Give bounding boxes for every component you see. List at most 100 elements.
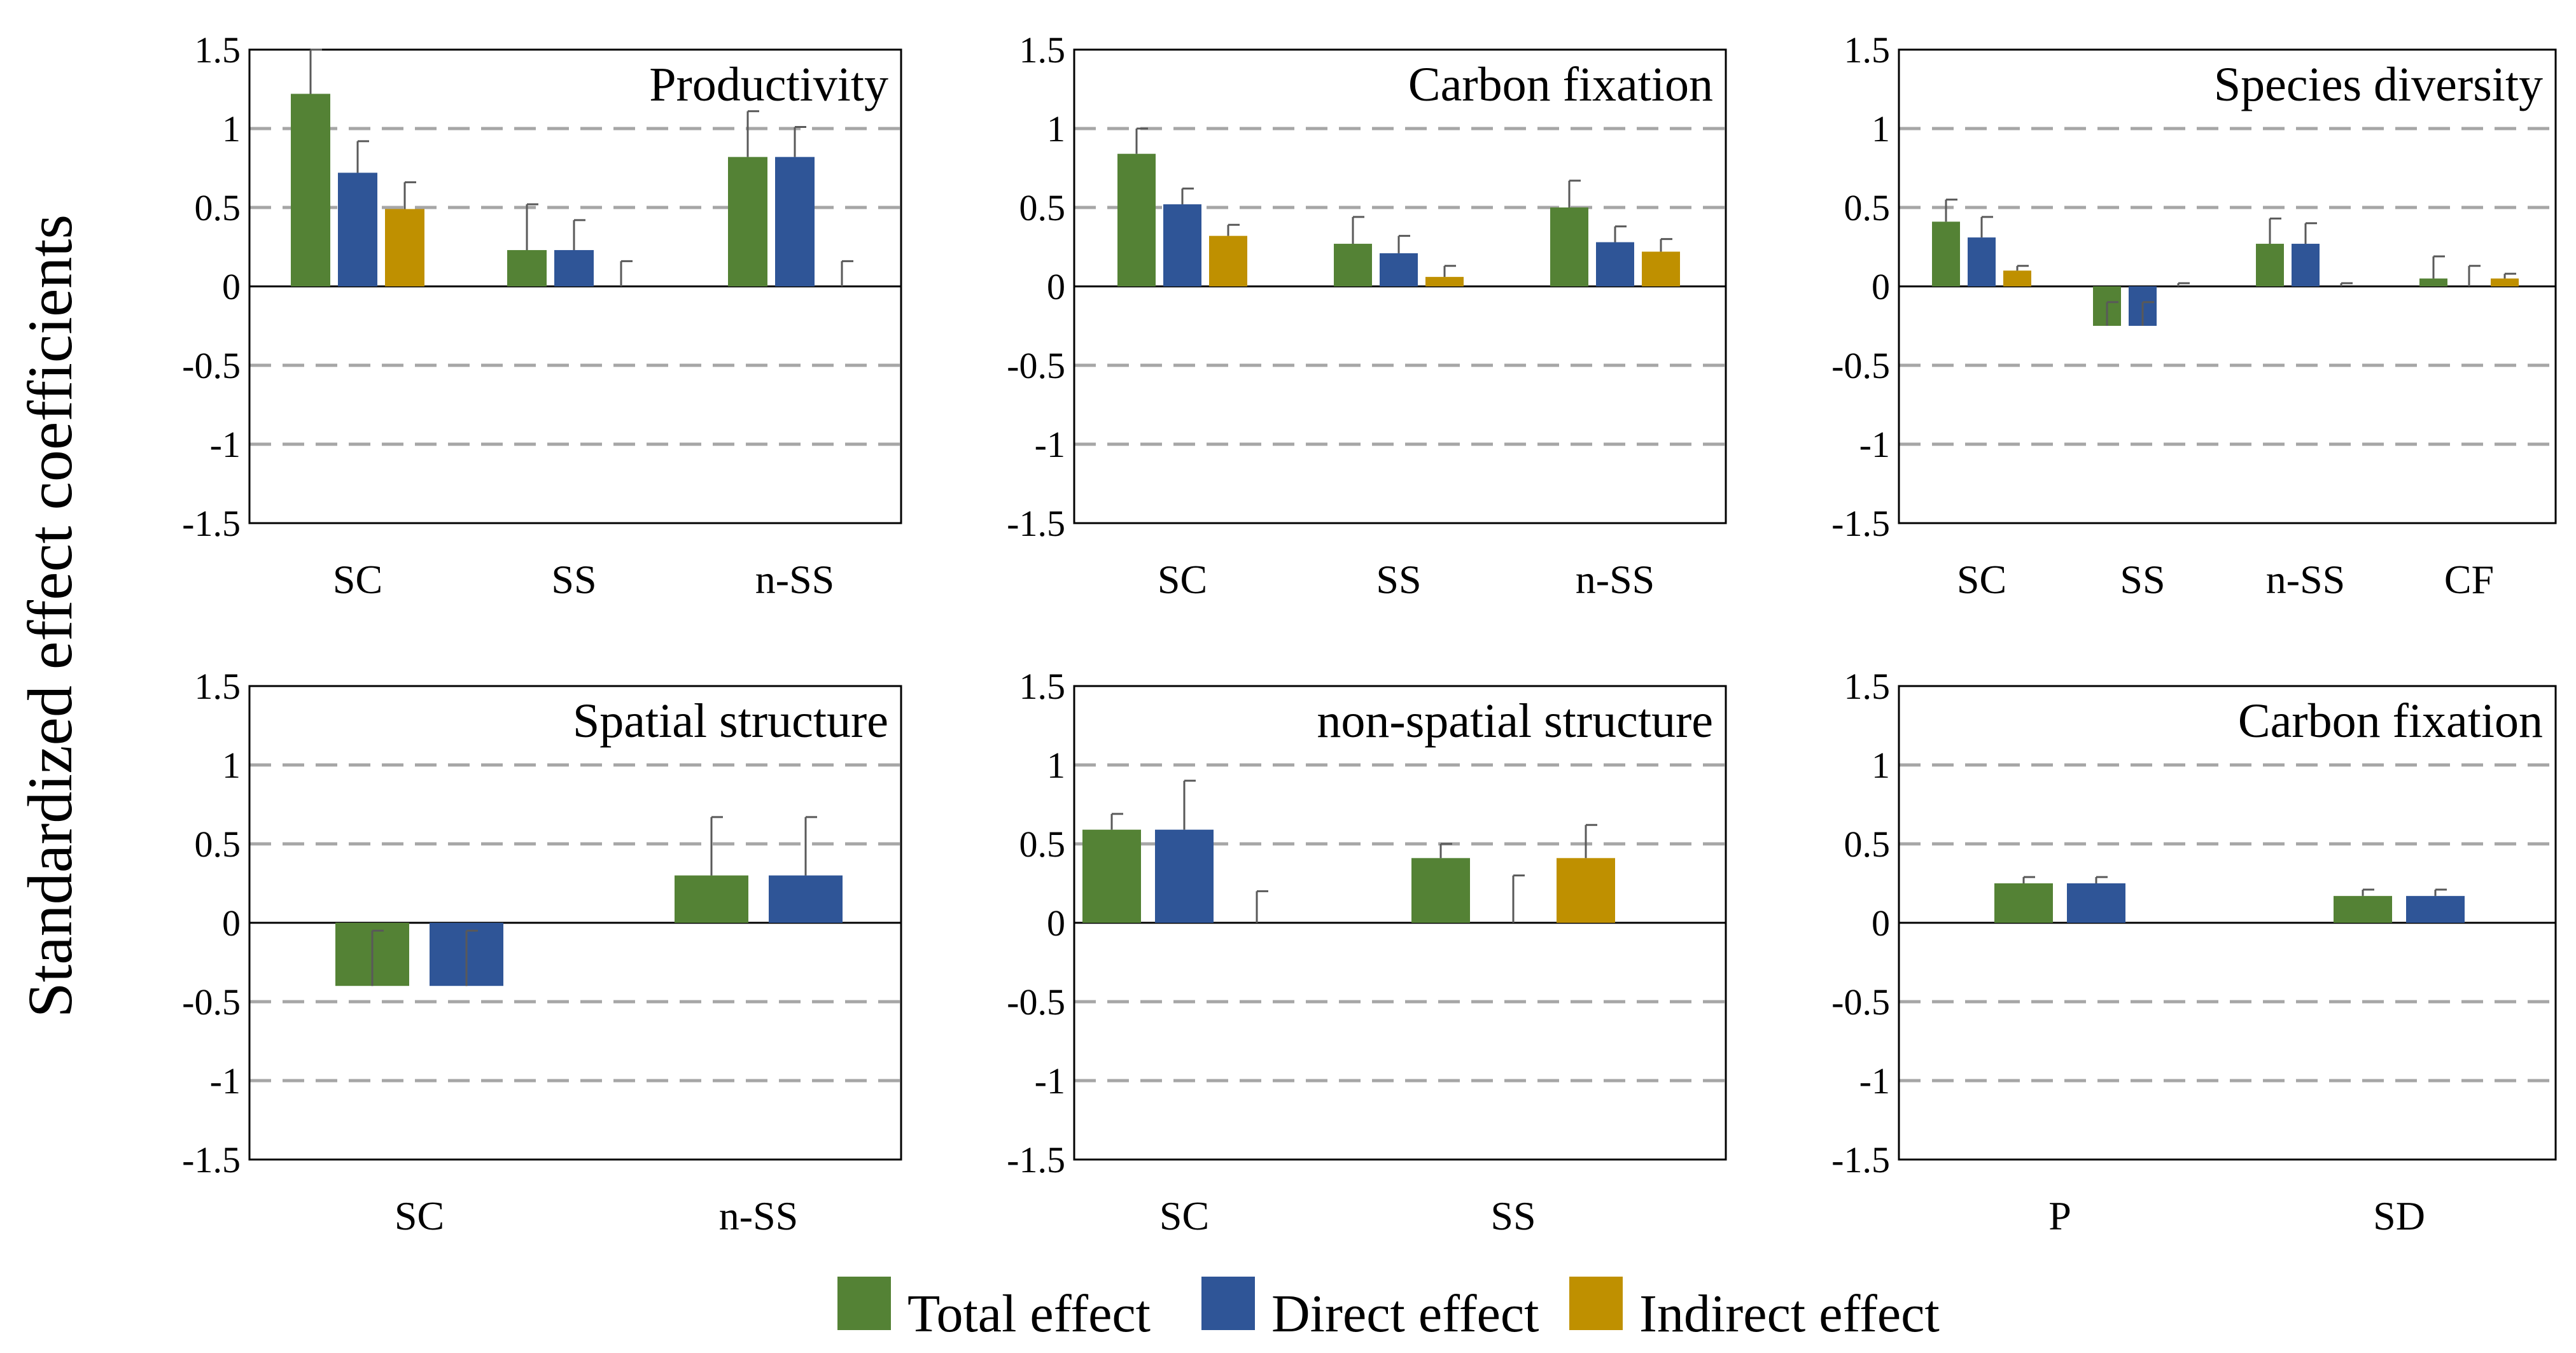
error-bar (1439, 843, 1452, 859)
x-category-label: SC (395, 1193, 444, 1238)
x-category-label: SS (1376, 557, 1421, 602)
error-bar (794, 126, 806, 157)
error-bar (371, 929, 384, 986)
error-bar (356, 140, 369, 173)
bar-total-effect-n-ss (1550, 207, 1588, 286)
panel-title: Carbon fixation (2238, 694, 2543, 748)
x-category-label: n-SS (719, 1193, 799, 1238)
error-bar (1614, 225, 1627, 242)
bar-indirect-effect-cf (2491, 278, 2519, 286)
y-tick-label: -0.5 (1007, 981, 1065, 1023)
y-tick-label: -1 (1859, 1060, 1890, 1102)
y-tick-label: 0 (1872, 902, 1890, 944)
y-tick-label: -1.5 (182, 503, 241, 544)
y-tick-label: 0.5 (195, 187, 241, 228)
y-tick-label: -1.5 (1831, 503, 1890, 544)
bar-total-effect-n-ss (675, 875, 748, 923)
y-tick-label: -1.5 (1831, 1139, 1890, 1181)
legend-item-total-effect: Total effect (837, 1277, 1151, 1343)
error-bar (1568, 179, 1581, 207)
bar-total-effect-ss (1334, 244, 1372, 286)
y-tick-label: 1 (1047, 108, 1065, 150)
x-category-label: SC (1957, 557, 2006, 602)
error-bar (1352, 216, 1364, 244)
y-tick-label: -1 (1859, 424, 1890, 465)
y-tick-label: 1.5 (1844, 666, 1891, 707)
error-bar (746, 110, 759, 157)
y-tick-label: -0.5 (1831, 981, 1890, 1023)
bar-direct-effect-n-ss (1596, 242, 1634, 286)
x-category-label: n-SS (1576, 557, 1655, 602)
error-bar (1585, 824, 1597, 859)
error-bar (2503, 272, 2516, 279)
bar-indirect-effect-ss (1425, 277, 1464, 286)
bar-total-effect-sc (1082, 829, 1141, 923)
y-tick-label: 1.5 (195, 666, 241, 707)
x-category-label: CF (2444, 557, 2494, 602)
error-bar (2432, 255, 2445, 279)
bar-total-effect-ss (507, 249, 547, 286)
error-bar (620, 260, 633, 286)
legend-label: Indirect effect (1639, 1284, 1940, 1343)
error-bar (2022, 876, 2035, 883)
error-bar (2340, 282, 2353, 286)
legend-label: Total effect (907, 1284, 1151, 1343)
panels: 1.510.50-0.5-1-1.5SC SS n-SSProductivity1.… (182, 29, 2557, 1238)
error-bar (2177, 282, 2190, 286)
error-bar (1660, 238, 1672, 252)
error-bar (2269, 217, 2281, 244)
y-tick-label: -1 (1035, 1060, 1065, 1102)
error-bar (2434, 888, 2447, 896)
error-bar (1397, 235, 1410, 253)
y-axis-label: Standardized effect coefficients (15, 214, 85, 1018)
legend-swatch (837, 1277, 891, 1330)
panel-title: Spatial structure (573, 694, 888, 748)
legend-swatch (1201, 1277, 1255, 1330)
bar-direct-effect-n-ss (769, 875, 843, 923)
bar-indirect-effect-sc (385, 209, 424, 286)
error-bar (1110, 813, 1123, 830)
error-bar (710, 816, 723, 876)
x-category-label: SC (333, 557, 382, 602)
y-tick-label: 1 (222, 745, 241, 786)
error-bar (2016, 265, 2029, 271)
y-tick-label: 0 (1872, 266, 1890, 307)
error-bar (1227, 223, 1240, 236)
error-bar (573, 219, 585, 250)
y-tick-label: 1.5 (1019, 666, 1066, 707)
x-category-label: SD (2373, 1193, 2425, 1238)
y-tick-label: 1 (1872, 745, 1890, 786)
y-tick-label: 0.5 (1844, 824, 1891, 865)
y-tick-label: 0 (1047, 266, 1065, 307)
panel-title: Species diversity (2214, 58, 2543, 111)
y-tick-label: -0.5 (1831, 345, 1890, 386)
error-bar (1256, 890, 1268, 923)
chart-panel-1: 1.5 1 0.5 0 -0.5 -1 -1.5 SC SS n-SS Productivity (182, 29, 902, 602)
panel-title: non-spatial structure (1317, 694, 1713, 748)
bar-indirect-effect-sc (2003, 270, 2031, 286)
bar-direct-effect-p (2067, 883, 2125, 923)
x-category-label: SC (1159, 1193, 1209, 1238)
error-bar (2095, 876, 2108, 883)
y-tick-label: 0.5 (195, 824, 241, 865)
y-tick-label: -1.5 (182, 1139, 241, 1181)
x-category-label: SS (551, 557, 596, 602)
chart-panel-5: 1.5 1 0.5 0 -0.5 -1 -1.5 SC SS non-spatial struct… (1007, 666, 1727, 1238)
y-tick-label: 1.5 (195, 29, 241, 71)
error-bar (403, 181, 416, 209)
bar-direct-effect-n-ss (2292, 244, 2320, 286)
error-bar (1512, 874, 1525, 923)
bar-indirect-effect-sc (1209, 235, 1247, 286)
bar-total-effect-ss (1411, 858, 1470, 923)
x-category-label: n-SS (2266, 557, 2346, 602)
y-tick-label: 1 (1047, 745, 1065, 786)
error-bar (2468, 265, 2481, 286)
legend-item-indirect-effect: Indirect effect (1569, 1277, 1940, 1343)
y-tick-label: -1 (210, 424, 241, 465)
y-tick-label: 1 (1872, 108, 1890, 150)
y-tick-label: -1 (210, 1060, 241, 1102)
bar-direct-effect-sc (1155, 829, 1214, 923)
bar-direct-effect-sc (1968, 237, 1996, 286)
legend-item-direct-effect: Direct effect (1201, 1277, 1539, 1343)
bar-indirect-effect-ss (1557, 858, 1615, 923)
